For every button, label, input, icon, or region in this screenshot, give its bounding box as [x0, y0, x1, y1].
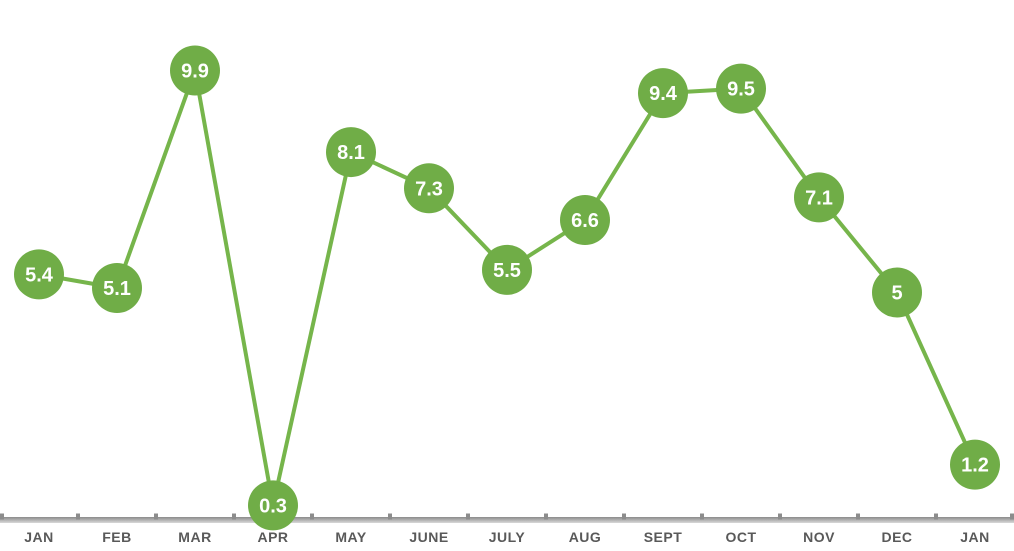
x-axis-tick: [76, 513, 80, 520]
data-marker-oct-9[interactable]: [716, 63, 766, 114]
x-axis-label-nov-10: NOV: [803, 529, 835, 545]
x-axis-tick: [700, 513, 704, 520]
x-axis-tick: [544, 513, 548, 520]
data-marker-feb-1[interactable]: [92, 262, 142, 313]
x-axis-line: [0, 517, 1014, 523]
x-axis-tick: [310, 513, 314, 520]
x-axis-label-feb-1: FEB: [102, 529, 132, 545]
x-axis-label-apr-3: APR: [257, 529, 288, 545]
x-axis-tick: [1010, 513, 1014, 520]
data-marker-jan-0[interactable]: [14, 249, 64, 300]
x-axis-tick: [466, 513, 470, 520]
data-marker-jan-12[interactable]: [950, 439, 1000, 490]
x-axis-tick: [232, 513, 236, 520]
x-axis-label-may-4: MAY: [335, 529, 366, 545]
data-marker-july-6[interactable]: [482, 244, 532, 295]
x-axis-tick: [934, 513, 938, 520]
x-axis-tick: [778, 513, 782, 520]
x-axis-label-aug-7: AUG: [569, 529, 602, 545]
x-axis-label-dec-11: DEC: [881, 529, 912, 545]
x-axis-tick: [388, 513, 392, 520]
x-axis-label-oct-9: OCT: [725, 529, 756, 545]
data-marker-nov-10[interactable]: [794, 172, 844, 223]
x-axis-label-july-6: JULY: [489, 529, 526, 545]
data-marker-june-5[interactable]: [404, 163, 454, 214]
x-axis-tick: [622, 513, 626, 520]
x-axis-tick: [0, 513, 4, 520]
data-marker-apr-3[interactable]: [248, 480, 298, 531]
x-axis-label-june-5: JUNE: [409, 529, 448, 545]
data-marker-sept-8[interactable]: [638, 68, 688, 119]
data-marker-aug-7[interactable]: [560, 195, 610, 246]
x-axis-label-sept-8: SEPT: [644, 529, 683, 545]
x-axis-tick: [856, 513, 860, 520]
data-marker-mar-2[interactable]: [170, 45, 220, 96]
x-axis-label-jan-12: JAN: [960, 529, 990, 545]
x-axis-label-mar-2: MAR: [178, 529, 211, 545]
data-marker-dec-11[interactable]: [872, 267, 922, 318]
data-marker-may-4[interactable]: [326, 127, 376, 178]
x-axis-label-jan-0: JAN: [24, 529, 54, 545]
x-axis-tick: [154, 513, 158, 520]
